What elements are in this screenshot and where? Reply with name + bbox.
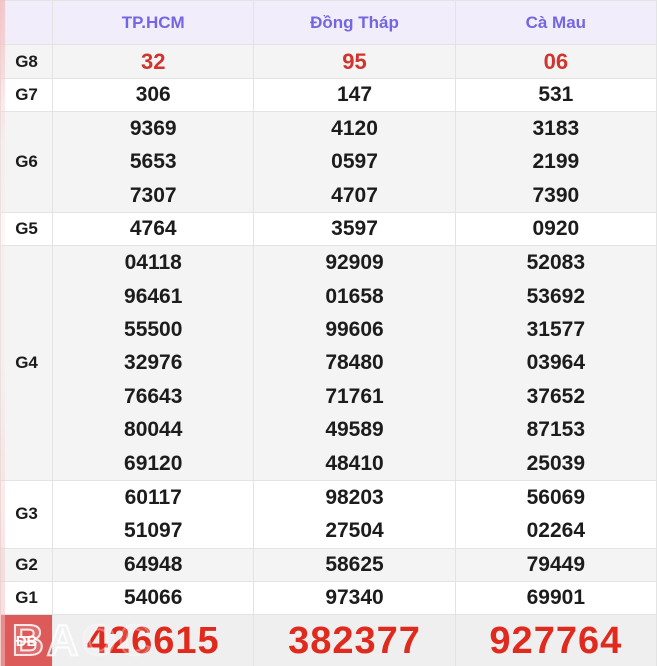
prize-number: 55500	[124, 318, 183, 342]
g5-value-ca-mau: 0920	[454, 212, 657, 247]
g7-value-tphcm: 306	[52, 78, 255, 112]
column-header-dong-thap[interactable]: Đồng Tháp	[253, 0, 456, 45]
prize-number: 99606	[325, 318, 384, 342]
row-label-g5: G5	[0, 212, 54, 247]
prize-number: 49589	[325, 418, 384, 442]
g2-value-ca-mau: 79449	[454, 547, 657, 582]
prize-number: 71761	[325, 384, 384, 408]
prize-number: 51097	[124, 519, 183, 543]
prize-number: 87153	[526, 418, 586, 442]
row-g7: G7 306 147 531	[0, 78, 657, 112]
prize-number: 96461	[124, 284, 183, 308]
row-g6: G6 9369 5653 7307 4120 0597 4707 3183 21…	[0, 110, 657, 214]
g4-values-ca-mau: 52083 53692 31577 03964 37652 87153 2503…	[454, 245, 657, 482]
g4-values-tphcm: 04118 96461 55500 32976 76643 80044 6912…	[52, 245, 255, 482]
prize-number: 32976	[124, 351, 183, 375]
prize-number: 25039	[526, 451, 586, 475]
db-value-tphcm: 426615	[52, 613, 255, 666]
g7-value-ca-mau: 531	[454, 78, 657, 112]
row-g5: G5 4764 3597 0920	[0, 212, 657, 247]
prize-number: 98203	[325, 486, 384, 510]
db-value-dong-thap: 382377	[253, 613, 456, 666]
g3-values-dong-thap: 98203 27504	[253, 480, 456, 549]
prize-number: 7390	[532, 183, 580, 207]
prize-number: 5653	[129, 150, 177, 174]
prize-number: 4120	[331, 117, 378, 140]
prize-number: 03964	[526, 351, 586, 375]
prize-number: 31577	[526, 318, 586, 342]
g3-values-tphcm: 60117 51097	[52, 480, 255, 549]
g5-value-tphcm: 4764	[52, 212, 255, 247]
g3-values-ca-mau: 56069 02264	[454, 480, 657, 549]
db-value-ca-mau: 927764	[454, 613, 657, 666]
g2-value-tphcm: 64948	[52, 547, 255, 582]
row-label-g1: G1	[0, 580, 54, 615]
g1-value-ca-mau: 69901	[454, 580, 657, 615]
prize-number: 56069	[526, 486, 586, 510]
prize-number: 76643	[124, 384, 183, 408]
prize-number: 92909	[325, 251, 384, 275]
prize-number: 78480	[325, 351, 384, 375]
prize-number: 53692	[526, 284, 586, 308]
g6-values-ca-mau: 3183 2199 7390	[454, 110, 657, 214]
prize-number: 4707	[331, 183, 378, 207]
prize-number: 27504	[325, 519, 384, 543]
prize-number: 02264	[526, 519, 586, 543]
prize-number: 04118	[124, 251, 182, 275]
row-label-g6: G6	[0, 110, 54, 214]
g4-values-dong-thap: 92909 01658 99606 78480 71761 49589 4841…	[253, 245, 456, 482]
g1-value-tphcm: 54066	[52, 580, 255, 615]
g6-values-tphcm: 9369 5653 7307	[52, 110, 255, 214]
g8-value-tphcm: 32	[52, 44, 255, 79]
row-g1: G1 54066 97340 69901	[0, 580, 657, 615]
g7-value-dong-thap: 147	[253, 78, 456, 112]
row-label-g7: G7	[0, 78, 54, 112]
prize-number: 3183	[532, 117, 580, 140]
row-label-g3: G3	[0, 480, 54, 549]
g8-value-dong-thap: 95	[253, 44, 456, 79]
prize-number: 9369	[129, 117, 177, 140]
g1-value-dong-thap: 97340	[253, 580, 456, 615]
column-header-tphcm[interactable]: TP.HCM	[52, 0, 255, 45]
prize-number: 48410	[325, 451, 384, 475]
row-label-g4: G4	[0, 245, 54, 482]
row-label-g8: G8	[0, 44, 54, 79]
prize-number: 2199	[532, 150, 580, 174]
prize-number: 0597	[331, 150, 378, 174]
prize-number: 80044	[124, 418, 183, 442]
row-g3: G3 60117 51097 98203 27504 56069 02264	[0, 480, 657, 549]
prize-number: 69120	[124, 451, 183, 475]
row-label-g2: G2	[0, 547, 54, 582]
row-g2: G2 64948 58625 79449	[0, 547, 657, 582]
row-g8: G8 32 95 06	[0, 44, 657, 79]
g8-value-ca-mau: 06	[454, 44, 657, 79]
column-header-ca-mau[interactable]: Cà Mau	[454, 0, 657, 45]
g6-values-dong-thap: 4120 0597 4707	[253, 110, 456, 214]
prize-number: 60117	[124, 486, 182, 510]
header-row: TP.HCM Đồng Tháp Cà Mau	[0, 0, 657, 45]
corner-header-cell	[0, 0, 54, 45]
row-db: ĐB 426615 382377 927764	[0, 613, 657, 666]
prize-number: 37652	[526, 384, 586, 408]
prize-number: 01658	[325, 284, 384, 308]
g5-value-dong-thap: 3597	[253, 212, 456, 247]
g2-value-dong-thap: 58625	[253, 547, 456, 582]
prize-number: 52083	[526, 251, 586, 275]
row-label-db: ĐB	[0, 613, 54, 666]
prize-number: 7307	[129, 183, 177, 207]
row-g4: G4 04118 96461 55500 32976 76643 80044 6…	[0, 245, 657, 482]
